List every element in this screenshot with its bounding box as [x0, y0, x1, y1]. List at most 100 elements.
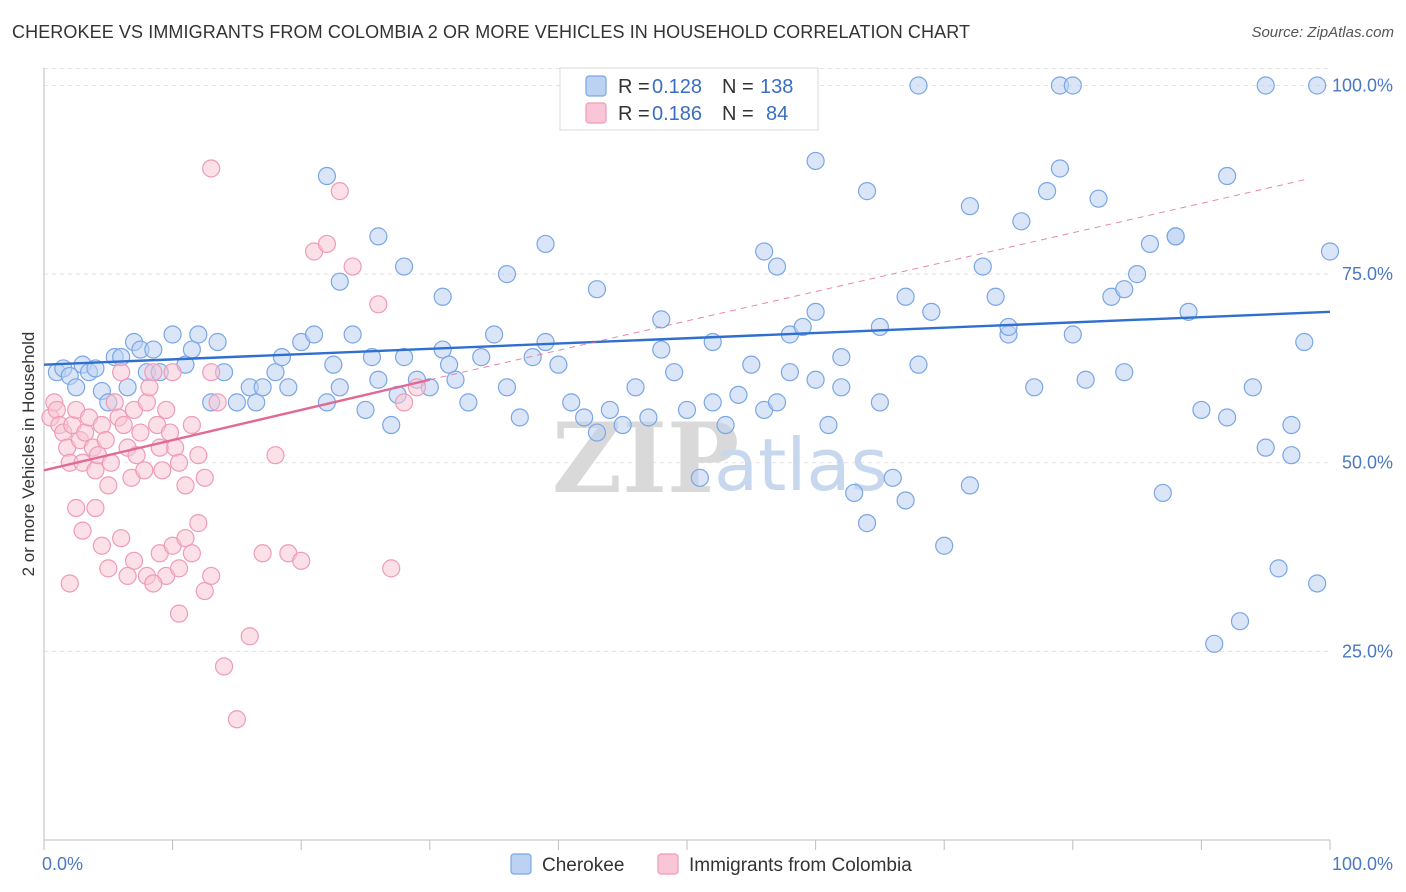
point-cherokee-134 — [1115, 280, 1134, 299]
point-cherokee-88 — [986, 287, 1005, 306]
point-colombia-72 — [330, 182, 349, 201]
point-cherokee-117 — [369, 227, 388, 246]
point-cherokee-60 — [613, 415, 632, 435]
point-colombia-18 — [99, 476, 118, 495]
point-cherokee-70 — [742, 355, 761, 374]
point-colombia-60 — [189, 514, 208, 533]
point-cherokee-91 — [1025, 378, 1044, 397]
point-cherokee-35 — [330, 378, 349, 397]
point-cherokee-131 — [999, 317, 1018, 337]
trend-lines — [43, 179, 1331, 472]
point-cherokee-77 — [832, 378, 851, 397]
y-tick-label-1: 50.0% — [1342, 453, 1393, 473]
point-cherokee-15 — [144, 340, 163, 359]
point-cherokee-104 — [1192, 400, 1211, 420]
point-colombia-67 — [266, 446, 285, 465]
point-cherokee-83 — [909, 355, 928, 374]
point-cherokee-74 — [793, 317, 812, 337]
point-cherokee-3 — [67, 378, 86, 397]
point-cherokee-90 — [1012, 212, 1031, 231]
point-colombia-42 — [182, 415, 201, 435]
point-cherokee-19 — [182, 340, 201, 359]
point-colombia-71 — [317, 234, 337, 254]
point-colombia-36 — [157, 400, 176, 420]
stats-legend-swatch-cherokee — [585, 75, 607, 97]
stats-legend-n-colombia: 84 — [766, 103, 788, 125]
point-cherokee-111 — [1282, 446, 1301, 465]
point-cherokee-96 — [1089, 189, 1108, 208]
stats-legend-r-label-colombia: R = — [618, 103, 650, 125]
point-cherokee-87 — [973, 257, 992, 276]
y-tick-labels: 25.0% 50.0% 75.0% 100.0% — [1332, 75, 1393, 661]
point-colombia-17 — [96, 431, 115, 450]
point-colombia-38 — [163, 363, 182, 382]
point-cherokee-52 — [510, 408, 529, 427]
point-colombia-2 — [47, 400, 66, 420]
point-cherokee-118 — [394, 257, 414, 276]
point-cherokee-84 — [922, 302, 941, 321]
point-colombia-59 — [182, 544, 201, 563]
point-colombia-82 — [169, 604, 189, 623]
point-cherokee-125 — [755, 242, 774, 261]
y-axis-title: 2 or more Vehicles in Household — [19, 332, 38, 577]
point-cherokee-140 — [832, 348, 851, 367]
point-cherokee-62 — [639, 408, 658, 427]
point-cherokee-107 — [1230, 612, 1250, 631]
point-colombia-81 — [144, 574, 163, 593]
point-cherokee-53 — [523, 348, 542, 367]
point-cherokee-59 — [600, 400, 619, 420]
point-cherokee-6 — [86, 359, 105, 378]
series-cherokee-points — [47, 76, 1340, 653]
point-colombia-22 — [112, 363, 131, 382]
point-colombia-47 — [60, 574, 79, 593]
chart-title: CHEROKEE VS IMMIGRANTS FROM COLOMBIA 2 O… — [12, 22, 971, 42]
point-cherokee-11 — [118, 378, 137, 397]
point-colombia-49 — [86, 498, 105, 518]
point-cherokee-110 — [1269, 559, 1288, 578]
stats-legend-r-label-cherokee: R = — [618, 76, 650, 98]
point-colombia-76 — [394, 393, 414, 412]
point-cherokee-61 — [626, 378, 645, 397]
trend-line-colombia — [43, 378, 431, 472]
point-cherokee-143 — [806, 302, 825, 321]
point-cherokee-142 — [870, 317, 890, 337]
point-colombia-63 — [214, 657, 234, 676]
series-legend-label-colombia: Immigrants from Colombia — [689, 855, 912, 876]
point-colombia-57 — [169, 559, 189, 578]
point-cherokee-76 — [819, 415, 838, 435]
point-cherokee-86 — [960, 476, 980, 495]
point-cherokee-34 — [324, 355, 343, 374]
point-colombia-79 — [92, 536, 111, 555]
point-cherokee-115 — [317, 166, 337, 186]
point-cherokee-133 — [1063, 76, 1082, 95]
point-colombia-66 — [253, 544, 272, 563]
point-cherokee-101 — [1153, 483, 1172, 503]
point-colombia-20 — [105, 393, 124, 412]
point-cherokee-49 — [472, 348, 491, 367]
y-tick-label-2: 75.0% — [1342, 264, 1393, 284]
point-cherokee-51 — [497, 378, 517, 397]
point-cherokee-100 — [1140, 234, 1160, 254]
point-cherokee-130 — [960, 197, 980, 216]
stats-legend-n-label-colombia: N = — [722, 103, 754, 125]
point-cherokee-129 — [909, 76, 928, 95]
point-cherokee-42 — [394, 348, 414, 367]
point-cherokee-10 — [112, 348, 131, 367]
point-cherokee-39 — [369, 370, 388, 389]
point-colombia-43 — [189, 446, 208, 465]
point-colombia-61 — [195, 581, 214, 601]
point-cherokee-121 — [536, 234, 555, 254]
point-colombia-29 — [135, 461, 154, 480]
point-cherokee-141 — [896, 287, 915, 306]
point-colombia-50 — [99, 559, 118, 578]
stats-legend-swatch-colombia — [585, 102, 607, 124]
point-cherokee-80 — [870, 393, 890, 412]
point-cherokee-30 — [279, 378, 298, 397]
point-cherokee-114 — [1320, 242, 1340, 261]
point-colombia-52 — [124, 551, 144, 570]
point-cherokee-78 — [845, 483, 864, 503]
point-cherokee-120 — [497, 265, 517, 284]
point-colombia-48 — [73, 521, 92, 540]
x-tick-label-max: 100.0% — [1332, 854, 1393, 874]
